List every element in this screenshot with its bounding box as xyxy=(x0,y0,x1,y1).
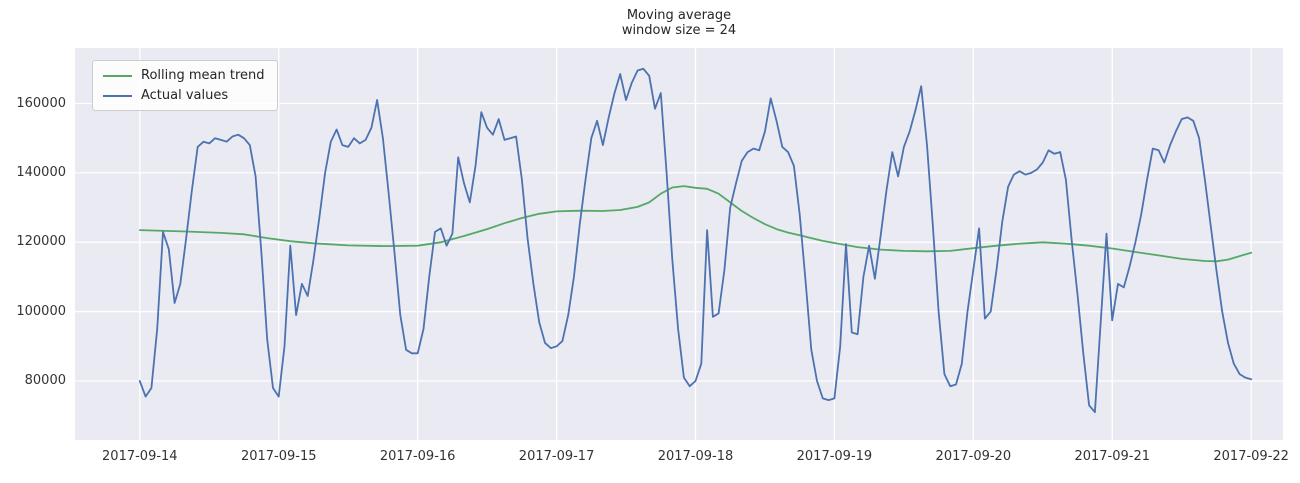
y-tick-label: 120000 xyxy=(16,234,66,250)
plot-area xyxy=(75,48,1283,440)
x-tick-label: 2017-09-15 xyxy=(240,449,317,464)
chart-title-line1: Moving average xyxy=(626,8,732,23)
series-line-rolling-mean-trend xyxy=(138,185,1253,263)
x-tick-label: 2017-09-21 xyxy=(1074,449,1151,464)
x-tick-label: 2017-09-22 xyxy=(1213,449,1289,464)
y-tick-label: 100000 xyxy=(16,303,66,319)
chart-title-line2: window size = 24 xyxy=(621,23,737,38)
x-tick-label: 2017-09-18 xyxy=(657,449,734,464)
x-tick-label: 2017-09-19 xyxy=(796,449,873,464)
legend-label-rolling-mean: Rolling mean trend xyxy=(141,68,265,83)
x-tick-label: 2017-09-14 xyxy=(102,449,178,464)
legend: Rolling mean trend Actual values xyxy=(92,60,278,111)
series-line-actual-values xyxy=(138,67,1253,414)
actual-values-line-swatch xyxy=(103,94,132,97)
y-tick-label: 160000 xyxy=(16,95,66,111)
y-tick-label: 80000 xyxy=(24,373,66,389)
x-tick-label: 2017-09-20 xyxy=(935,449,1012,464)
x-tick-label: 2017-09-17 xyxy=(518,449,595,464)
legend-item-rolling-mean: Rolling mean trend xyxy=(103,68,265,83)
chart-title: Moving average window size = 24 xyxy=(75,8,1283,38)
legend-label-actual-values: Actual values xyxy=(141,88,229,103)
legend-item-actual-values: Actual values xyxy=(103,88,265,103)
chart-canvas xyxy=(75,48,1283,440)
x-tick-label: 2017-09-16 xyxy=(379,449,456,464)
rolling-mean-line-swatch xyxy=(103,74,132,77)
y-tick-label: 140000 xyxy=(16,164,66,180)
